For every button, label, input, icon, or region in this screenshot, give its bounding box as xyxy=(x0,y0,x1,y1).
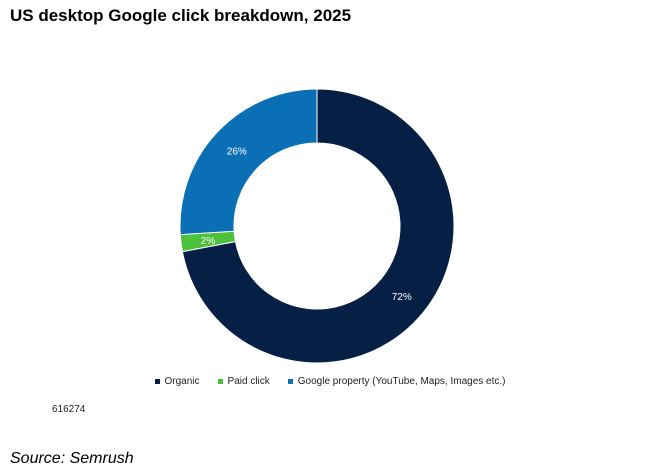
legend-item-google-property: Google property (YouTube, Maps, Images e… xyxy=(287,376,506,387)
chart-title: US desktop Google click breakdown, 2025 xyxy=(10,6,352,25)
legend-label-paid-click: Paid click xyxy=(227,376,270,387)
legend-swatch-organic xyxy=(154,379,160,384)
legend-item-paid-click: Paid click xyxy=(217,376,270,387)
source-caption: Source: Semrush xyxy=(10,450,134,467)
chart-id: 616274 xyxy=(52,404,86,415)
slice-organic xyxy=(181,88,455,364)
chart-legend: Organic Paid click Google property (YouT… xyxy=(0,376,660,387)
slice-label-google-property: 26% xyxy=(227,147,247,158)
legend-item-organic: Organic xyxy=(154,376,200,387)
legend-swatch-paid-click xyxy=(217,379,223,384)
legend-swatch-google-property xyxy=(287,379,293,384)
slice-google-property xyxy=(179,88,318,236)
legend-label-google-property: Google property (YouTube, Maps, Images e… xyxy=(297,376,506,387)
legend-label-organic: Organic xyxy=(164,376,200,387)
slice-label-paid-click: 2% xyxy=(201,236,216,247)
slice-label-organic: 72% xyxy=(392,292,412,303)
